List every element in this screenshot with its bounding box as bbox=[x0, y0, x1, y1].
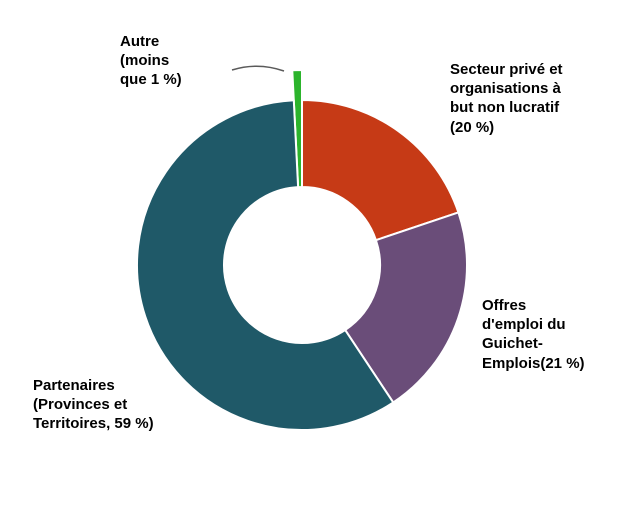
slice-secteur-prive bbox=[301, 99, 460, 242]
slice-partenaires bbox=[136, 99, 395, 432]
label-offres-emploi: Offres d'emploi du Guichet- Emplois(21 %… bbox=[482, 297, 585, 372]
label-partenaires: Partenaires (Provinces et Territoires, 5… bbox=[33, 377, 154, 433]
slice-offres-emploi bbox=[344, 211, 468, 404]
label-autre: Autre (moins que 1 %) bbox=[120, 33, 182, 89]
leader-line bbox=[231, 65, 285, 72]
label-secteur-prive: Secteur privé et organisations à but non… bbox=[450, 61, 563, 136]
